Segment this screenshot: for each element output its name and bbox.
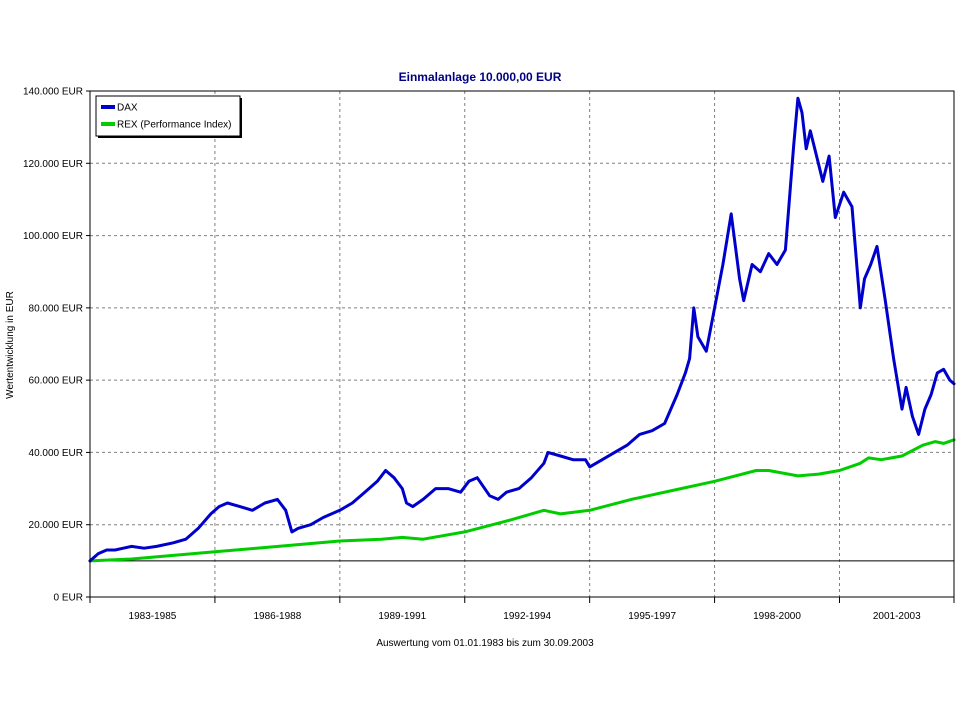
y-tick-label: 20.000 EUR — [29, 520, 83, 531]
legend-box — [95, 95, 241, 137]
y-tick-label: 80.000 EUR — [29, 303, 83, 314]
series-line-rex — [88, 438, 956, 563]
x-tick-label: 1986-1988 — [253, 611, 301, 622]
x-tick-label: 1995-1997 — [628, 611, 676, 622]
y-axis-ticks: 0 EUR 20.000 EUR 40.000 EUR 60.000 EUR 80.00… — [23, 87, 90, 604]
legend-label: DAX — [117, 103, 138, 114]
y-tick-label: 0 EUR — [54, 593, 83, 604]
x-tick-label: 1989-1991 — [378, 611, 426, 622]
y-tick-label: 40.000 EUR — [29, 448, 83, 459]
legend-label: REX (Performance Index) — [117, 120, 232, 131]
y-tick-label: 100.000 EUR — [23, 231, 83, 242]
grid — [90, 91, 954, 597]
x-axis-label: Auswertung vom 01.01.1983 bis zum 30.09.… — [376, 638, 594, 649]
legend: DAX REX (Performance Index) — [95, 95, 242, 138]
x-tick-label: 2001-2003 — [873, 611, 921, 622]
y-axis-label: Wertentwicklung in EUR — [5, 291, 16, 399]
y-tick-label: 140.000 EUR — [23, 87, 83, 98]
y-tick-label: 60.000 EUR — [29, 376, 83, 387]
y-tick-label: 120.000 EUR — [23, 159, 83, 170]
plot-area-frame — [89, 90, 955, 598]
x-axis-groups: 1983-1985 1986-1988 1989-1991 1992-1994 1995… — [89, 597, 955, 622]
x-tick-label: 1983-1985 — [129, 611, 177, 622]
series-lines — [88, 96, 956, 563]
x-tick-label: 1992-1994 — [503, 611, 551, 622]
x-tick-label: 1998-2000 — [753, 611, 801, 622]
chart-title: Einmalanlage 10.000,00 EUR — [399, 70, 562, 84]
series-line-dax — [88, 96, 956, 563]
